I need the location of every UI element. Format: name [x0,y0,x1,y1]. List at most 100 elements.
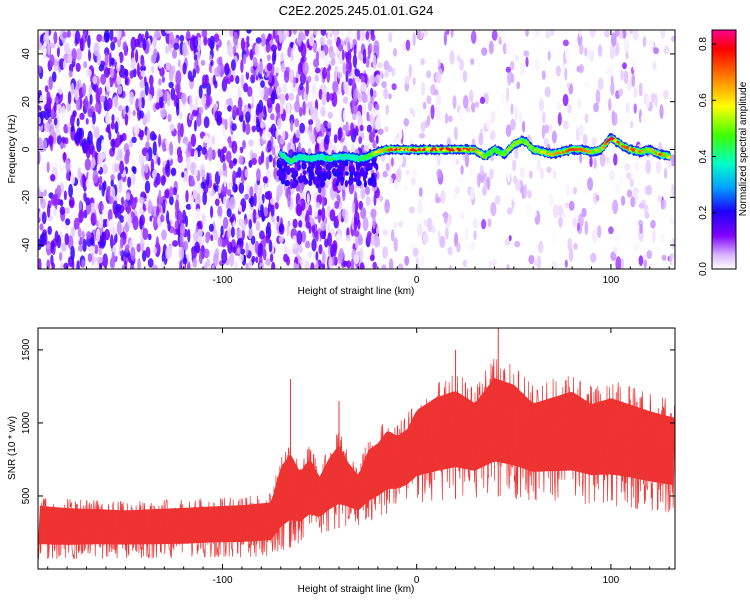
heat-cell [76,48,82,61]
heat-cell [159,66,165,77]
x-tick-label: 0 [414,275,420,286]
heat-cell [437,230,441,241]
heat-cell [599,30,604,37]
heat-cell [53,207,57,217]
heat-cell [181,171,185,178]
heat-cell [280,52,285,62]
heat-cell [79,37,84,52]
heat-cell [110,41,116,51]
heat-cell [145,246,151,258]
heat-cell [384,126,389,133]
heat-cell [576,222,581,232]
heat-cell [213,252,219,267]
heat-cell [309,170,314,176]
heat-cell [327,171,331,177]
heat-cell [488,260,492,269]
heat-cell [564,67,568,81]
heat-cell [171,48,178,59]
heat-cell [242,54,247,65]
heat-cell [237,87,241,99]
heat-cell [49,124,55,139]
heat-cell [285,93,289,101]
heat-cell [59,251,63,262]
heat-cell [490,110,496,124]
heat-cell [244,218,249,225]
heat-cell [435,106,441,121]
heat-cell [224,30,228,38]
heat-cell [222,216,229,230]
heat-cell [148,94,153,102]
heat-cell [101,231,105,247]
heat-cell [308,91,313,103]
heat-cell [84,222,89,232]
heat-cell [346,234,351,242]
heat-cell [536,159,542,172]
heat-cell [337,212,342,222]
heat-cell [301,162,307,170]
heat-cell [342,62,347,75]
heat-cell [449,246,453,257]
heat-cell [138,153,145,166]
heat-cell [292,76,296,88]
heat-cell [117,55,121,69]
heat-cell [234,260,239,269]
y-tick-label: 20 [21,96,32,108]
heat-cell [102,253,108,268]
heat-cell [456,55,461,62]
heat-cell [270,113,275,121]
heat-cell [88,170,94,184]
heat-cell [141,58,145,68]
heat-cell [382,246,389,259]
heat-cell [447,81,454,94]
heat-cell [348,165,354,174]
heat-cell [211,135,215,145]
heat-cell [220,225,224,236]
heat-cell [110,174,115,181]
heat-cell [344,180,348,188]
heat-cell [544,124,550,134]
heat-cell [55,128,60,137]
heat-cell [613,153,618,166]
heat-cell [474,101,480,108]
heat-cell [249,186,254,198]
heat-cell [180,123,184,138]
heat-cell [279,36,283,44]
y-tick-label: -40 [21,237,32,252]
heat-cell [274,66,280,74]
colorbar: 0.0 0.2 0.4 0.6 0.8 Normalized spectral ampl… [698,29,749,276]
heat-cell [64,233,70,246]
heat-cell [478,132,484,146]
heat-cell [125,105,129,113]
heat-cell [56,134,62,145]
heat-cell [372,89,377,99]
heat-cell [356,30,361,41]
heat-cell [168,67,174,82]
heat-cell [88,140,94,155]
heat-cell [168,81,174,89]
heat-cell [405,39,411,51]
heat-cell [198,85,203,99]
heat-cell [245,111,251,124]
heat-cell [397,127,403,141]
heat-cell [359,247,364,263]
heat-cell [185,203,192,210]
heat-cell [292,235,297,242]
heat-cell [124,77,128,86]
heat-cell [234,184,238,193]
heat-cell [244,169,249,178]
heat-cell [661,254,667,261]
heat-cell [523,50,530,57]
heat-cell [50,174,56,182]
heat-cell [117,172,122,182]
heat-cell [102,163,108,175]
heat-cell [252,209,257,224]
heat-cell [138,97,142,111]
heat-cell [326,39,333,46]
heat-cell [129,91,135,106]
heat-cell [348,78,353,86]
heat-cell [139,110,144,119]
heat-cell [145,141,150,150]
heat-cell [547,50,551,61]
heat-cell [268,154,273,163]
